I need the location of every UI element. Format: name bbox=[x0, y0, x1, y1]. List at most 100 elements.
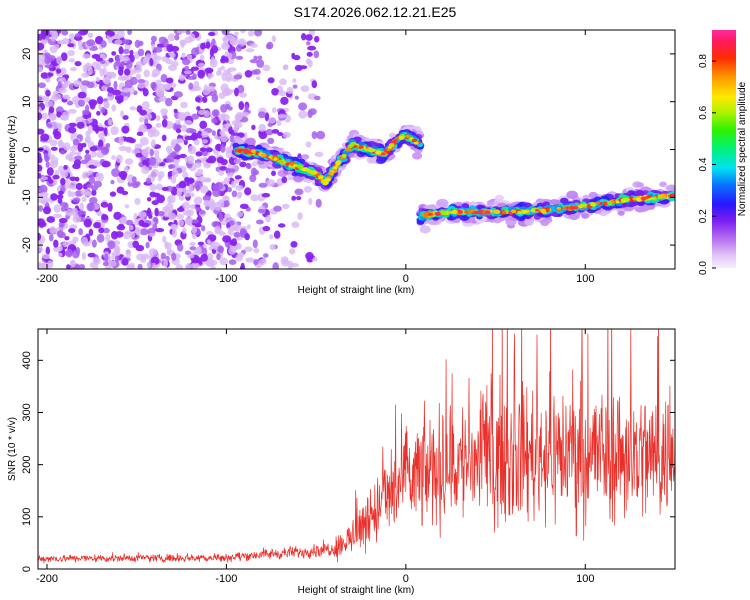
noise-blob bbox=[311, 80, 318, 89]
noise-blob bbox=[298, 102, 308, 111]
noise-blob bbox=[89, 197, 98, 204]
trace-blob bbox=[494, 194, 504, 202]
noise-blob bbox=[306, 51, 313, 57]
colorbar-tick-label: 0.4 bbox=[698, 157, 709, 171]
noise-blob bbox=[70, 67, 77, 72]
noise-blob bbox=[244, 246, 253, 252]
noise-blob bbox=[227, 52, 233, 59]
noise-blob bbox=[253, 259, 259, 266]
noise-blob bbox=[218, 169, 225, 176]
noise-blob bbox=[137, 82, 146, 89]
noise-blob bbox=[107, 240, 116, 250]
noise-blob bbox=[161, 134, 167, 142]
trace-blob bbox=[427, 212, 433, 216]
noise-blob bbox=[128, 224, 134, 231]
noise-blob bbox=[267, 137, 275, 145]
noise-blob bbox=[244, 70, 253, 78]
noise-blob bbox=[146, 261, 151, 269]
noise-blob bbox=[123, 95, 129, 101]
noise-blob bbox=[67, 189, 72, 198]
noise-blob bbox=[136, 105, 143, 113]
noise-blob bbox=[222, 124, 229, 131]
noise-blob bbox=[181, 52, 186, 59]
trace-blob bbox=[510, 209, 517, 214]
noise-blob bbox=[256, 219, 264, 225]
noise-blob bbox=[53, 213, 63, 219]
noise-blob bbox=[235, 111, 244, 121]
trace-blob bbox=[366, 155, 378, 164]
noise-blob bbox=[64, 236, 70, 241]
noise-blob bbox=[63, 165, 68, 170]
noise-blob bbox=[221, 55, 226, 62]
noise-blob bbox=[168, 164, 174, 170]
noise-blob bbox=[196, 168, 204, 175]
noise-blob bbox=[188, 82, 194, 90]
noise-blob bbox=[118, 223, 125, 228]
noise-blob bbox=[135, 73, 142, 80]
noise-blob bbox=[174, 34, 180, 41]
trace-blob bbox=[320, 179, 328, 184]
snr-series-line bbox=[38, 329, 675, 564]
trace-blob bbox=[636, 182, 644, 188]
trace-blob bbox=[330, 169, 335, 174]
noise-blob bbox=[217, 245, 224, 254]
noise-blob bbox=[93, 222, 102, 229]
noise-blob bbox=[80, 189, 90, 196]
y-tick-label: -10 bbox=[21, 189, 33, 205]
noise-blob bbox=[197, 69, 205, 79]
noise-blob bbox=[203, 177, 212, 182]
noise-blob bbox=[48, 106, 55, 114]
y-tick-label: -20 bbox=[21, 237, 33, 253]
noise-blob bbox=[38, 232, 42, 241]
noise-blob bbox=[194, 223, 202, 228]
noise-blob bbox=[291, 195, 297, 201]
trace-blob bbox=[257, 159, 265, 165]
noise-blob bbox=[238, 101, 245, 111]
x-tick-label: 0 bbox=[403, 573, 409, 585]
noise-blob bbox=[220, 133, 229, 143]
noise-blob bbox=[234, 242, 242, 250]
noise-blob bbox=[102, 67, 107, 76]
noise-blob bbox=[127, 30, 132, 35]
noise-blob bbox=[221, 42, 230, 50]
noise-blob bbox=[300, 85, 310, 92]
noise-blob bbox=[105, 143, 111, 148]
spectrogram-y-axis-label: Frequency (Hz) bbox=[7, 116, 18, 185]
noise-blob bbox=[121, 190, 129, 196]
noise-blob bbox=[211, 45, 219, 54]
noise-blob bbox=[235, 44, 243, 52]
trace-blob bbox=[590, 202, 596, 207]
noise-blob bbox=[38, 218, 45, 227]
noise-blob bbox=[59, 202, 68, 207]
noise-blob bbox=[96, 61, 102, 71]
noise-blob bbox=[124, 136, 134, 143]
noise-blob bbox=[74, 33, 81, 38]
noise-blob bbox=[244, 187, 252, 196]
noise-blob bbox=[100, 60, 106, 64]
trace-blob bbox=[535, 208, 539, 212]
noise-blob bbox=[112, 89, 122, 96]
noise-blob bbox=[231, 120, 238, 126]
trace-blob bbox=[530, 208, 537, 213]
noise-blob bbox=[244, 233, 250, 241]
noise-blob bbox=[141, 101, 150, 110]
noise-blob bbox=[216, 253, 221, 261]
noise-blob bbox=[206, 85, 216, 92]
noise-blob bbox=[87, 32, 94, 38]
colorbar-tick-label: 0.6 bbox=[698, 105, 709, 119]
noise-blob bbox=[290, 241, 298, 248]
noise-blob bbox=[100, 220, 105, 229]
noise-blob bbox=[135, 152, 144, 158]
noise-blob bbox=[252, 169, 259, 176]
noise-blob bbox=[108, 57, 114, 63]
noise-blob bbox=[189, 241, 196, 247]
noise-blob bbox=[170, 176, 177, 184]
noise-blob bbox=[186, 209, 194, 217]
trace-blob bbox=[428, 204, 437, 210]
noise-blob bbox=[286, 87, 294, 94]
noise-blob bbox=[316, 130, 326, 140]
noise-blob bbox=[96, 126, 105, 132]
noise-blob bbox=[106, 87, 115, 93]
noise-blob bbox=[175, 138, 183, 144]
noise-blob bbox=[216, 156, 225, 164]
